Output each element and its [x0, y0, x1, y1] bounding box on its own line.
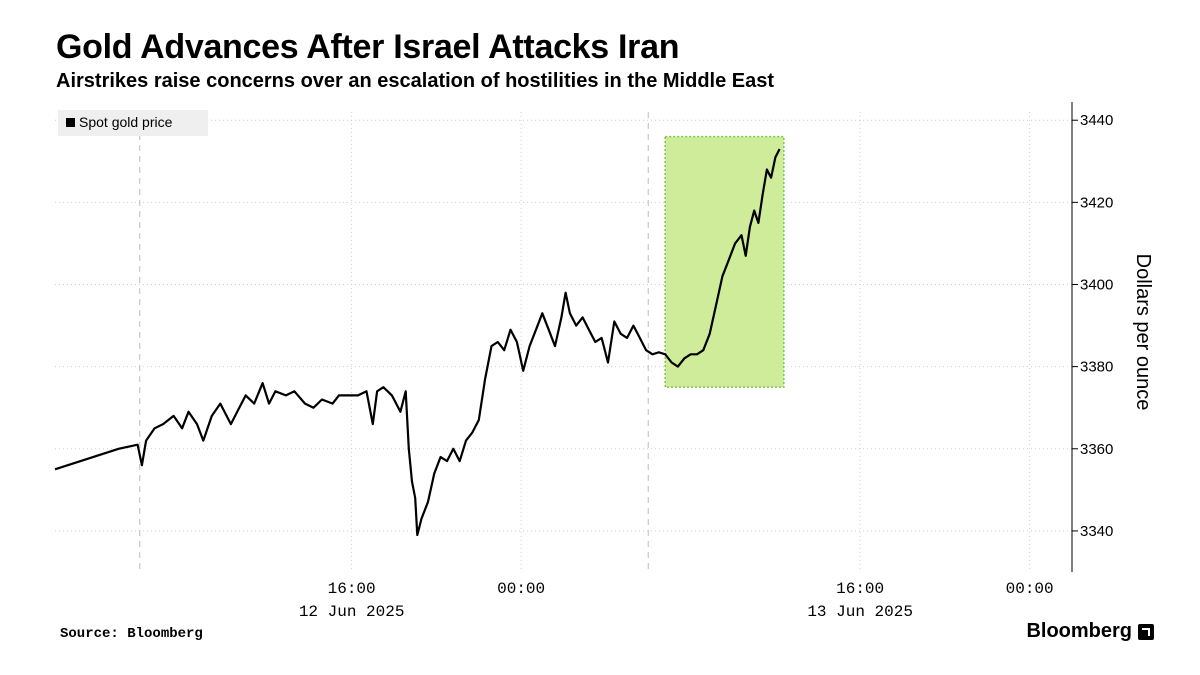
source-note: Source: Bloomberg: [60, 626, 203, 642]
y-tick-label: 3340: [1080, 523, 1113, 540]
y-axis-label: Dollars per ounce: [1132, 254, 1154, 411]
y-tick-label: 3420: [1080, 194, 1113, 211]
y-tick-label: 3360: [1080, 441, 1113, 458]
x-date-label: 12 Jun 2025: [299, 603, 405, 621]
highlight-box: [664, 135, 785, 388]
chart-title: Gold Advances After Israel Attacks Iran: [56, 28, 680, 66]
x-date-label: 13 Jun 2025: [807, 603, 913, 621]
x-tick-label: 16:00: [328, 580, 376, 598]
brand-name: Bloomberg: [1026, 620, 1132, 642]
series-line-spot-gold: [54, 148, 781, 537]
bloomberg-logo: Bloomberg: [1026, 620, 1154, 643]
legend-label: Spot gold price: [79, 114, 173, 130]
x-tick-label: 00:00: [497, 580, 545, 598]
y-tick-label: 3440: [1080, 112, 1113, 129]
x-tick-label: 16:00: [836, 580, 884, 598]
y-tick-label: 3400: [1080, 277, 1113, 294]
y-tick-label: 3380: [1080, 359, 1113, 376]
x-tick-label: 00:00: [1006, 580, 1054, 598]
legend-box: [58, 110, 208, 136]
chart-subtitle: Airstrikes raise concerns over an escala…: [56, 70, 775, 92]
bloomberg-mark-icon: [1138, 623, 1154, 640]
legend-swatch: [66, 118, 75, 127]
